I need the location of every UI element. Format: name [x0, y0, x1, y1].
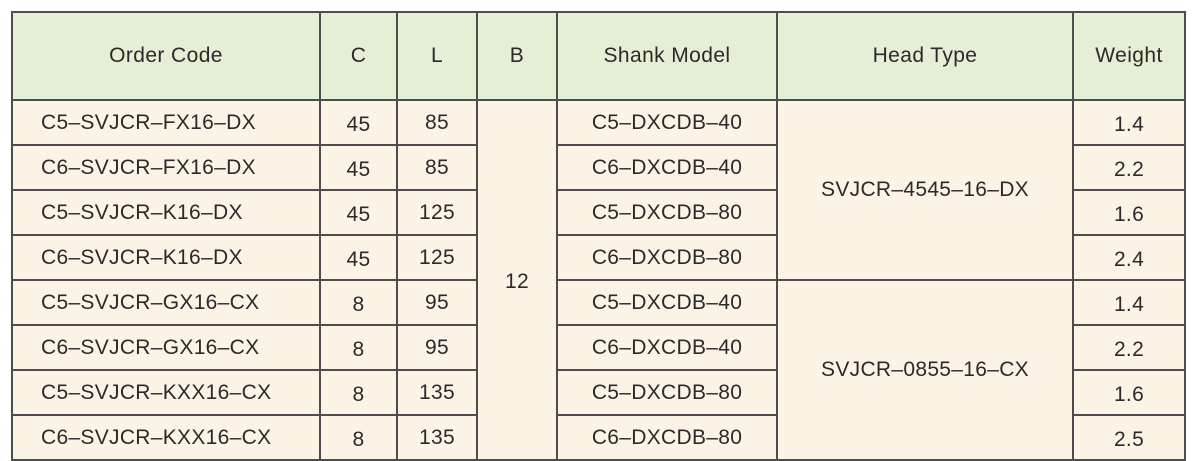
- l-cell: 135: [396, 369, 478, 416]
- l-cell: 85: [396, 144, 478, 191]
- table-row: C6–SVJCR–K16–DX 45 125 C6–DXCDB–80 2.4: [11, 234, 1186, 281]
- order-code-cell: C5–SVJCR–K16–DX: [11, 189, 321, 236]
- order-code-cell: C5–SVJCR–KXX16–CX: [11, 369, 321, 416]
- table-row: C5–SVJCR–K16–DX 45 125 C5–DXCDB–80 1.6: [11, 189, 1186, 236]
- c-cell: 8: [319, 369, 398, 416]
- weight-cell: 1.6: [1072, 189, 1186, 236]
- header-weight: Weight: [1072, 11, 1186, 101]
- shank-model-cell: C5–DXCDB–80: [556, 189, 778, 236]
- header-c: C: [319, 11, 398, 101]
- weight-cell: 2.2: [1072, 144, 1186, 191]
- c-cell: 45: [319, 234, 398, 281]
- table-row: C5–SVJCR–KXX16–CX 8 135 C5–DXCDB–80 1.6: [11, 369, 1186, 416]
- order-code-cell: C6–SVJCR–GX16–CX: [11, 324, 321, 371]
- weight-cell: 1.6: [1072, 369, 1186, 416]
- spec-table-container: Order Code C L B Shank Model Head Type W…: [11, 11, 1186, 461]
- header-order-code: Order Code: [11, 11, 321, 101]
- l-cell: 125: [396, 234, 478, 281]
- c-cell: 45: [319, 144, 398, 191]
- header-b: B: [476, 11, 558, 101]
- l-cell: 85: [396, 99, 478, 146]
- shank-model-cell: C5–DXCDB–80: [556, 369, 778, 416]
- weight-cell: 1.4: [1072, 279, 1186, 326]
- order-code-cell: C6–SVJCR–K16–DX: [11, 234, 321, 281]
- table-row: C6–SVJCR–GX16–CX 8 95 C6–DXCDB–40 2.2: [11, 324, 1186, 371]
- l-cell: 95: [396, 324, 478, 371]
- shank-model-cell: C6–DXCDB–80: [556, 234, 778, 281]
- table-row: C5–SVJCR–FX16–DX 45 85 12 C5–DXCDB–40 SV…: [11, 99, 1186, 461]
- c-cell: 8: [319, 324, 398, 371]
- header-head-type: Head Type: [776, 11, 1074, 101]
- order-code-cell: C5–SVJCR–FX16–DX: [11, 99, 321, 146]
- c-cell: 45: [319, 189, 398, 236]
- weight-cell: 2.5: [1072, 414, 1186, 461]
- shank-model-cell: C6–DXCDB–40: [556, 324, 778, 371]
- header-l: L: [396, 11, 478, 101]
- l-cell: 95: [396, 279, 478, 326]
- header-shank-model: Shank Model: [556, 11, 778, 101]
- tool-spec-table: Order Code C L B Shank Model Head Type W…: [11, 11, 1186, 461]
- c-cell: 45: [319, 99, 398, 146]
- b-cell: 12: [476, 99, 558, 461]
- l-cell: 135: [396, 414, 478, 461]
- l-cell: 125: [396, 189, 478, 236]
- shank-model-cell: C6–DXCDB–40: [556, 144, 778, 191]
- weight-cell: 2.4: [1072, 234, 1186, 281]
- table-row: C6–SVJCR–FX16–DX 45 85 C6–DXCDB–40 2.2: [11, 144, 1186, 191]
- order-code-cell: C5–SVJCR–GX16–CX: [11, 279, 321, 326]
- order-code-cell: C6–SVJCR–KXX16–CX: [11, 414, 321, 461]
- header-row: Order Code C L B Shank Model Head Type W…: [11, 11, 1186, 101]
- order-code-cell: C6–SVJCR–FX16–DX: [11, 144, 321, 191]
- weight-cell: 2.2: [1072, 324, 1186, 371]
- c-cell: 8: [319, 414, 398, 461]
- shank-model-cell: C5–DXCDB–40: [556, 99, 778, 146]
- head-type-cell: SVJCR–4545–16–DX: [776, 99, 1074, 281]
- shank-model-cell: C5–DXCDB–40: [556, 279, 778, 326]
- table-row: C5–SVJCR–GX16–CX 8 95 C5–DXCDB–40 SVJCR–…: [11, 279, 1186, 461]
- weight-cell: 1.4: [1072, 99, 1186, 146]
- shank-model-cell: C6–DXCDB–80: [556, 414, 778, 461]
- head-type-cell: SVJCR–0855–16–CX: [776, 279, 1074, 461]
- c-cell: 8: [319, 279, 398, 326]
